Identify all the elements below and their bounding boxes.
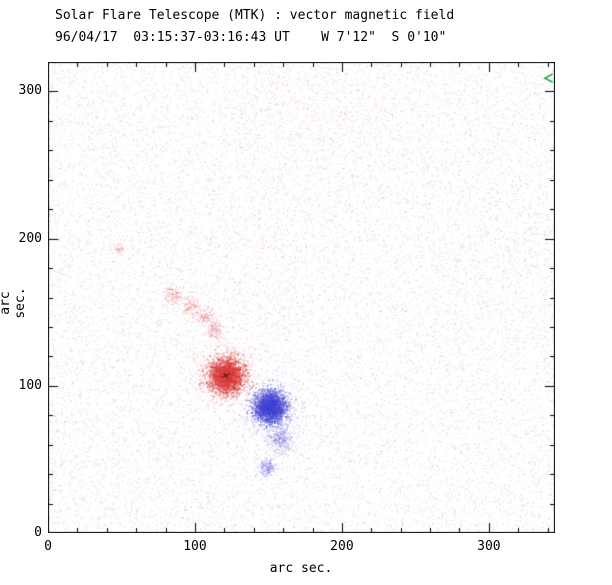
figure-subtitle: 96/04/17 03:15:37-03:16:43 UT W 7'12" S … — [55, 30, 447, 45]
x-tick-label: 300 — [477, 539, 501, 554]
y-tick-label: 300 — [18, 83, 42, 99]
x-tick-label: 100 — [183, 539, 207, 554]
y-axis-label: arc sec. — [0, 287, 28, 319]
y-tick-label: 100 — [18, 377, 42, 393]
figure-title: Solar Flare Telescope (MTK) : vector mag… — [55, 8, 455, 23]
plot-area — [48, 62, 555, 533]
y-tick-label: 200 — [18, 230, 42, 246]
magnetogram-canvas — [48, 62, 555, 533]
x-axis-label: arc sec. — [269, 561, 333, 576]
y-tick-label: 0 — [34, 525, 42, 540]
x-tick-label: 200 — [330, 539, 354, 554]
x-tick-label: 0 — [44, 539, 52, 554]
